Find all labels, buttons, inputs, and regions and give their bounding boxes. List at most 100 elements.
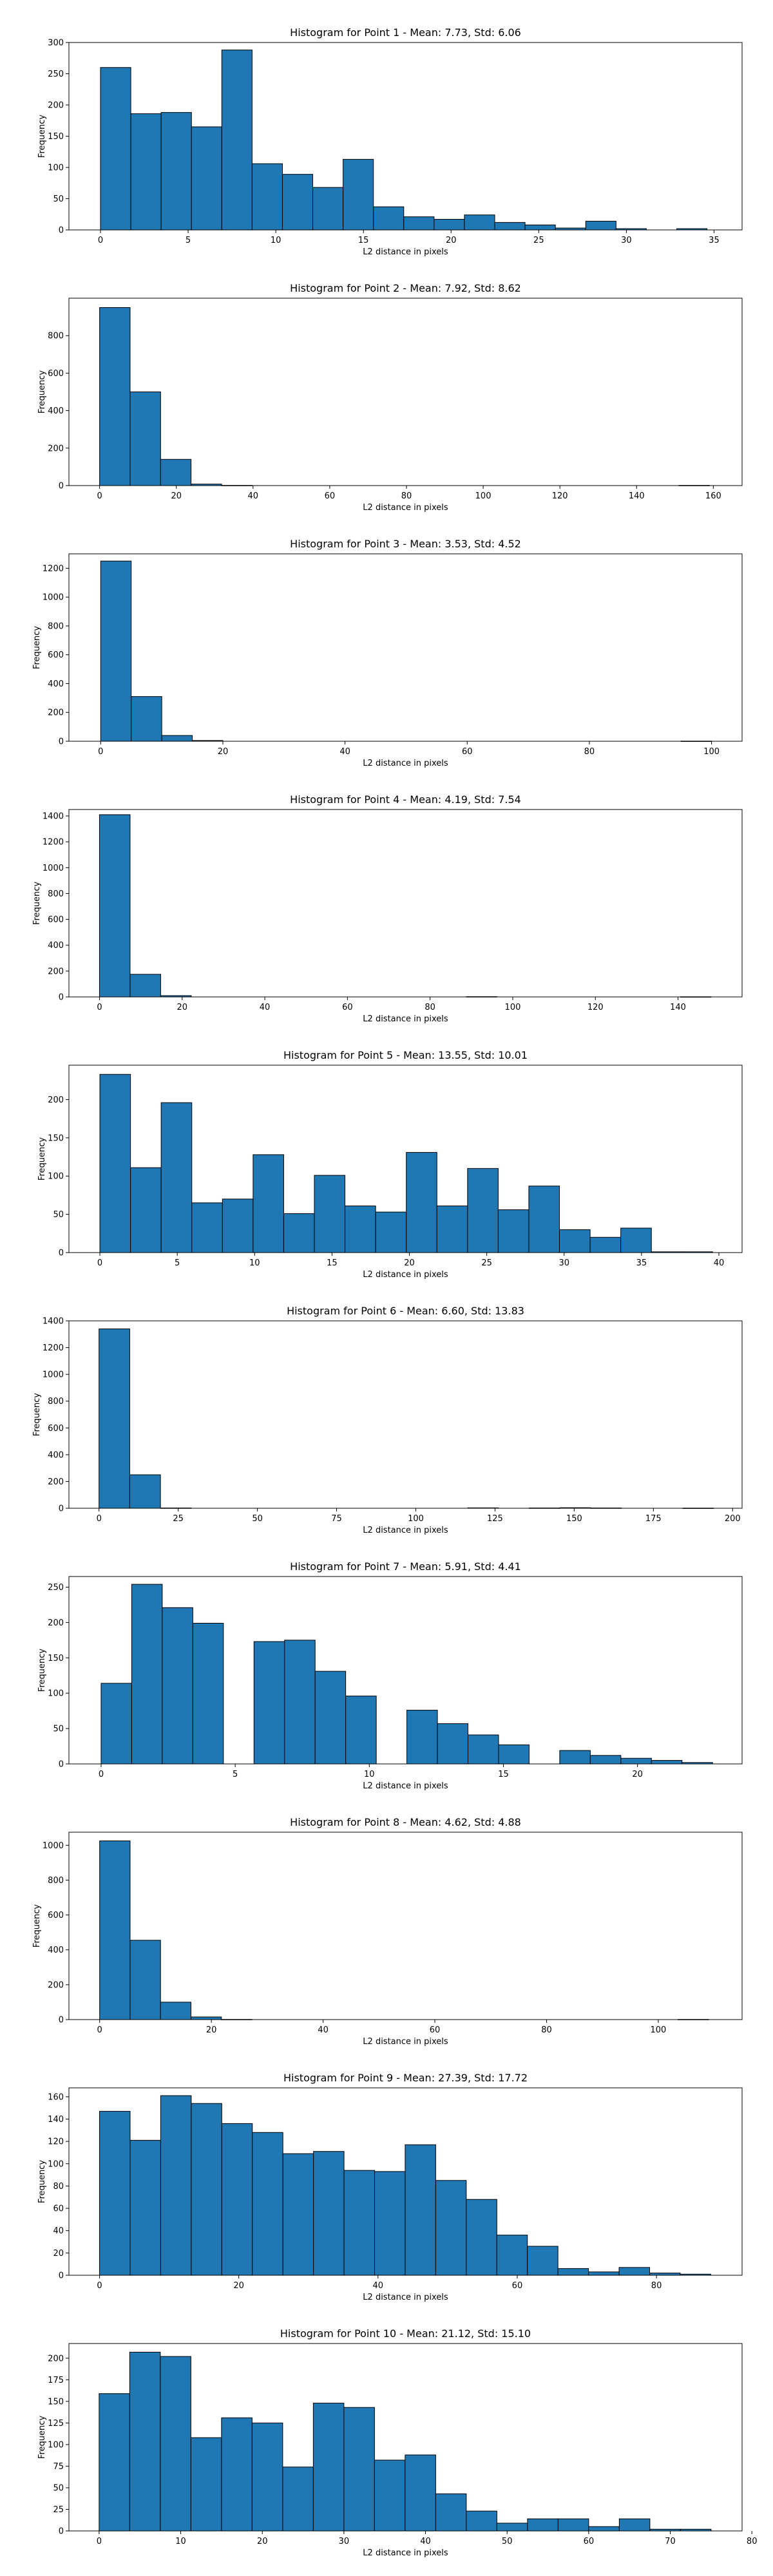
x-tick-label: 20 — [404, 1258, 415, 1268]
histogram-bar — [130, 1167, 162, 1253]
histogram-bar — [373, 206, 405, 231]
x-tick-label: 20 — [218, 747, 229, 757]
histogram-bar — [436, 1206, 468, 1253]
histogram-bar — [99, 307, 131, 486]
x-tick-label: 30 — [558, 1258, 569, 1268]
x-tick-label: 0 — [97, 1258, 102, 1268]
chart-panel-4: Histogram for Point 4 - Mean: 4.19, Std:… — [32, 793, 743, 1024]
x-tick-label: 100 — [475, 491, 491, 501]
x-tick-label: 40 — [373, 2281, 384, 2291]
x-tick-label: 140 — [629, 491, 645, 501]
chart-title: Histogram for Point 8 - Mean: 4.62, Std:… — [290, 1816, 521, 1828]
histogram-bar — [559, 1229, 591, 1253]
y-tick-label: 50 — [53, 2483, 64, 2493]
x-tick-label: 160 — [705, 491, 721, 501]
histogram-bar — [129, 1474, 161, 1509]
x-tick-label: 0 — [97, 2025, 102, 2035]
histogram-bar — [343, 158, 374, 231]
y-tick-label: 150 — [48, 2397, 64, 2407]
y-tick-label: 200 — [48, 708, 64, 718]
plot-frame — [68, 1320, 743, 1509]
x-tick-label: 35 — [636, 1258, 647, 1268]
plot-frame — [68, 2087, 743, 2276]
y-tick-label: 1200 — [43, 564, 64, 574]
y-tick-label: 800 — [48, 889, 64, 899]
histogram-bar — [620, 1227, 652, 1253]
histogram-bar — [314, 1671, 347, 1765]
histogram-bar — [191, 1202, 223, 1253]
histogram-bar — [527, 2518, 558, 2532]
x-tick-label: 10 — [175, 2537, 186, 2546]
plot-frame — [68, 553, 743, 742]
y-tick-label: 0 — [59, 226, 64, 236]
histogram-bar — [649, 2273, 681, 2276]
x-tick-label: 60 — [342, 1003, 353, 1012]
histogram-bar — [160, 112, 192, 231]
x-tick-label: 120 — [587, 1003, 604, 1012]
y-tick-label: 1200 — [43, 1343, 64, 1353]
plot-frame — [68, 2343, 743, 2532]
y-tick-label: 0 — [59, 1760, 64, 1770]
chart-title: Histogram for Point 5 - Mean: 13.55, Std… — [283, 1049, 528, 1061]
histogram-bar — [374, 2171, 406, 2276]
histogram-bar — [557, 2518, 589, 2532]
histogram-bar — [222, 1198, 254, 1253]
x-tick-label: 25 — [481, 1258, 492, 1268]
x-tick-label: 80 — [584, 747, 595, 757]
chart-panel-8: Histogram for Point 8 - Mean: 4.62, Std:… — [32, 1816, 743, 2047]
x-tick-label: 150 — [566, 1514, 582, 1524]
y-tick-label: 250 — [48, 70, 64, 79]
y-tick-label: 125 — [48, 2419, 64, 2429]
y-axis-label: Frequency — [32, 1904, 42, 1947]
chart-title: Histogram for Point 3 - Mean: 3.53, Std:… — [290, 538, 521, 550]
histogram-bar — [464, 214, 495, 231]
histogram-bar — [314, 1175, 346, 1253]
y-tick-label: 1400 — [43, 1317, 64, 1327]
x-tick-label: 20 — [257, 2537, 268, 2546]
x-axis-label: L2 distance in pixels — [363, 1781, 448, 1791]
histogram-bar — [99, 1328, 130, 1509]
y-axis-label: Frequency — [37, 1137, 47, 1180]
histogram-bar — [524, 224, 556, 231]
histogram-bar — [253, 1154, 284, 1253]
y-tick-label: 150 — [48, 132, 64, 142]
x-tick-label: 20 — [206, 2025, 217, 2035]
y-tick-label: 200 — [48, 1618, 64, 1628]
histogram-bar — [312, 187, 344, 231]
y-tick-label: 0 — [59, 737, 64, 747]
histogram-bar — [251, 163, 283, 231]
histogram-bar — [252, 2132, 283, 2276]
y-tick-label: 1400 — [43, 812, 64, 822]
x-axis-label: L2 distance in pixels — [363, 2548, 448, 2558]
histogram-bar — [251, 2422, 283, 2532]
x-tick-label: 25 — [533, 236, 544, 245]
x-tick-label: 120 — [552, 491, 568, 501]
x-tick-label: 80 — [541, 2025, 552, 2035]
y-tick-label: 1200 — [43, 838, 64, 848]
x-tick-label: 50 — [252, 1514, 263, 1524]
x-tick-label: 75 — [331, 1514, 342, 1524]
x-tick-label: 40 — [248, 491, 259, 501]
y-tick-label: 200 — [48, 101, 64, 111]
x-tick-label: 0 — [97, 2537, 102, 2546]
y-tick-label: 1000 — [43, 593, 64, 603]
histogram-bar — [343, 2407, 375, 2532]
histogram-bar — [589, 1236, 622, 1253]
x-tick-label: 25 — [173, 1514, 184, 1524]
y-tick-label: 100 — [48, 2440, 64, 2450]
histogram-bar — [498, 1744, 530, 1765]
histogram-bar — [496, 2235, 528, 2276]
x-axis-label: L2 distance in pixels — [363, 2037, 448, 2047]
histogram-bar — [466, 2510, 497, 2532]
chart-panel-5: Histogram for Point 5 - Mean: 13.55, Std… — [37, 1049, 743, 1280]
histogram-bar — [468, 1734, 499, 1765]
histogram-bar — [585, 220, 616, 231]
y-tick-label: 400 — [48, 941, 64, 951]
y-tick-label: 40 — [53, 2226, 64, 2236]
y-tick-label: 25 — [53, 2505, 64, 2515]
x-tick-label: 40 — [260, 1003, 271, 1012]
histogram-bar — [312, 2403, 345, 2532]
y-tick-label: 0 — [59, 482, 64, 491]
histogram-bar — [494, 222, 526, 231]
y-tick-label: 200 — [48, 2354, 64, 2363]
